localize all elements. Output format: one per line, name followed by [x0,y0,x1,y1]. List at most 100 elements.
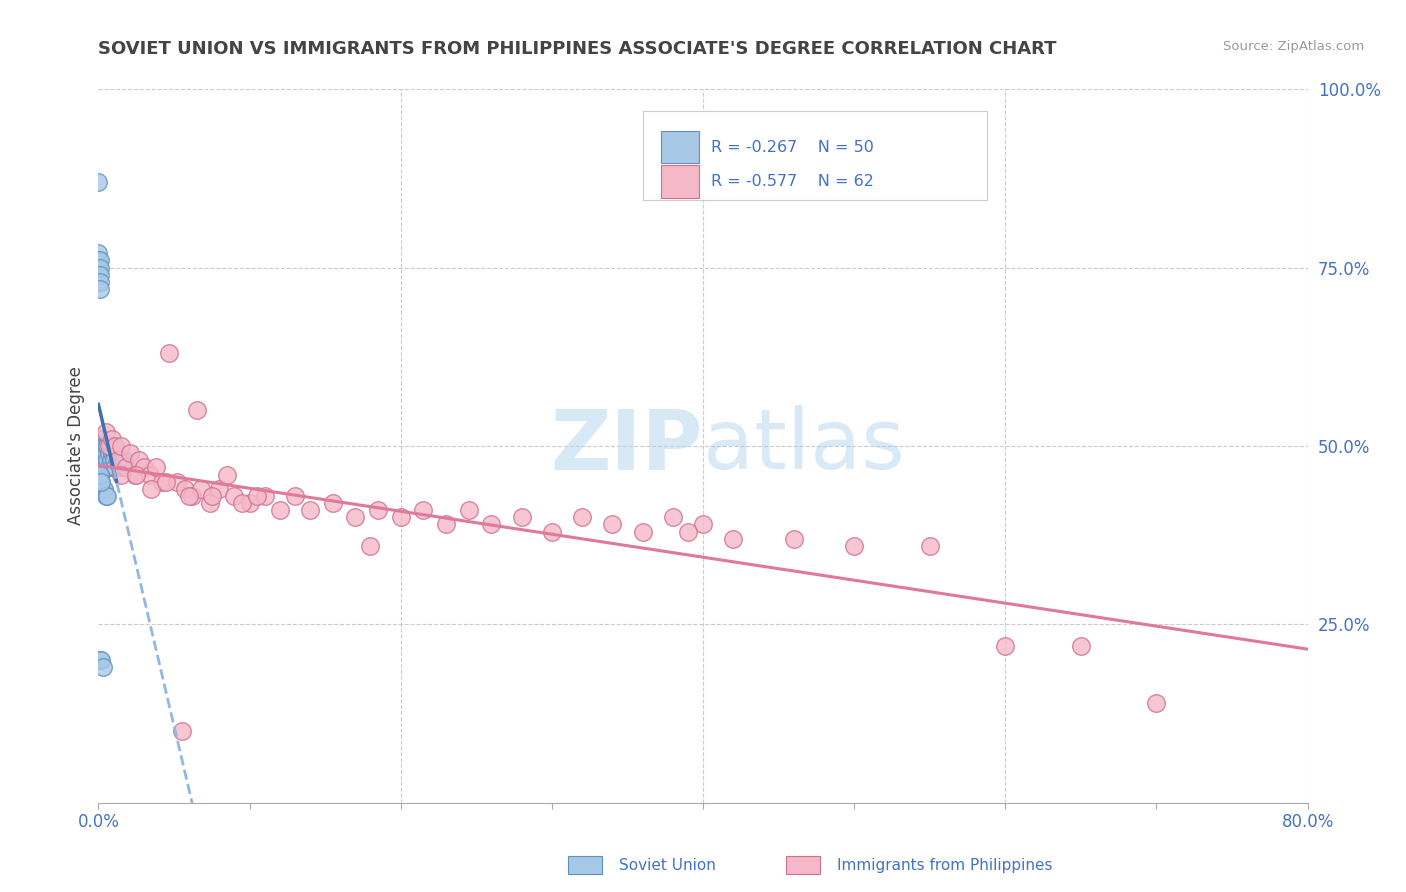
FancyBboxPatch shape [786,856,820,874]
Point [90,475,112,489]
Point [108,460,131,475]
Point [253,489,276,503]
Point [201,489,224,503]
Point [132,460,155,475]
Point [104,439,127,453]
FancyBboxPatch shape [661,165,699,198]
Text: Source: ZipAtlas.com: Source: ZipAtlas.com [1223,40,1364,54]
Point [101,432,124,446]
Point [98,446,121,460]
Point [89,282,111,296]
Point [96,489,118,503]
Point [284,489,307,503]
Point [200,496,222,510]
Point [239,496,262,510]
Point [150,475,173,489]
FancyBboxPatch shape [661,130,699,163]
Point [89,268,111,282]
Point [87,253,110,268]
Point [602,517,624,532]
Point [104,460,127,475]
Point [631,524,654,539]
Point [692,517,714,532]
Point [91,660,114,674]
Point [155,475,177,489]
Point [114,460,136,475]
Point [94,425,117,439]
Point [145,460,167,475]
Point [90,446,112,460]
Point [124,467,146,482]
Point [94,460,117,475]
Point [100,439,122,453]
Point [93,446,115,460]
Point [721,532,744,546]
Y-axis label: Associate's Degree: Associate's Degree [66,367,84,525]
Point [1070,639,1092,653]
Point [110,453,132,467]
Point [344,510,367,524]
Point [322,496,344,510]
Point [89,653,111,667]
Text: R = -0.267    N = 50: R = -0.267 N = 50 [711,139,875,154]
Point [89,260,111,275]
Point [186,403,208,417]
Point [190,482,212,496]
Point [1144,696,1167,710]
Point [91,482,114,496]
Point [661,510,683,524]
Point [170,724,193,739]
Point [434,517,457,532]
Point [94,439,117,453]
Point [111,460,134,475]
Point [231,496,253,510]
Point [100,453,122,467]
Point [87,246,110,260]
Point [89,253,111,268]
Point [139,467,162,482]
Point [107,453,129,467]
Point [125,467,148,482]
Point [120,446,142,460]
Point [128,453,150,467]
Point [112,453,135,467]
Point [98,460,121,475]
Point [173,482,195,496]
Point [90,653,112,667]
Point [96,439,118,453]
Point [105,446,128,460]
Point [918,539,941,553]
Point [389,510,412,524]
Point [103,446,125,460]
Point [87,260,110,275]
Point [110,467,132,482]
Text: atlas: atlas [703,406,904,486]
Point [844,539,866,553]
Point [994,639,1017,653]
Point [96,453,118,467]
Point [181,489,204,503]
Point [166,475,188,489]
Point [457,503,479,517]
Point [91,460,114,475]
Text: R = -0.577    N = 62: R = -0.577 N = 62 [711,174,875,189]
Point [159,346,181,360]
Point [90,475,112,489]
Point [93,439,115,453]
Point [94,446,117,460]
Point [103,453,125,467]
Point [107,453,129,467]
Text: Immigrants from Philippines: Immigrants from Philippines [837,858,1052,872]
Point [101,446,124,460]
FancyBboxPatch shape [643,111,987,200]
Point [93,482,115,496]
Point [367,503,389,517]
Point [360,539,382,553]
Point [94,489,117,503]
Point [215,467,238,482]
Point [91,439,114,453]
Text: SOVIET UNION VS IMMIGRANTS FROM PHILIPPINES ASSOCIATE'S DEGREE CORRELATION CHART: SOVIET UNION VS IMMIGRANTS FROM PHILIPPI… [98,40,1057,58]
Text: ZIP: ZIP [551,406,703,486]
Point [540,524,562,539]
Point [90,453,112,467]
